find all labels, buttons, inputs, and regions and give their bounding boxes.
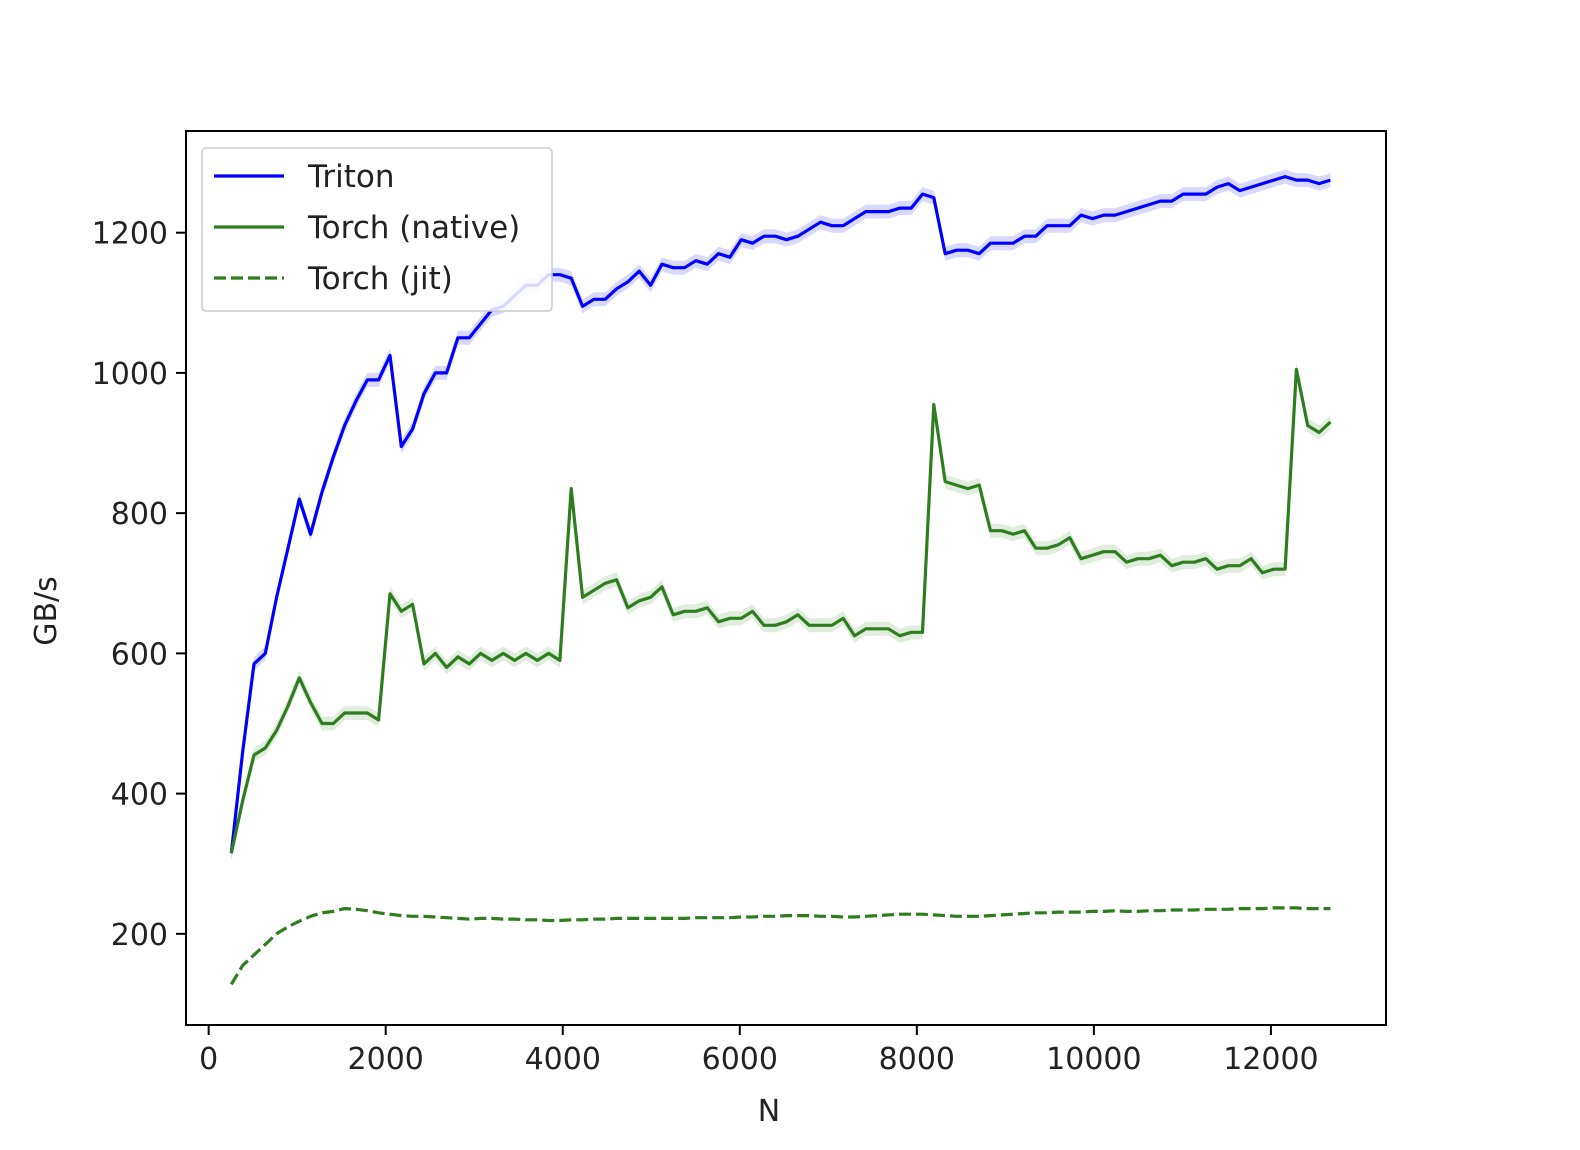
x-axis: 0 2000 4000 6000 8000 10000 12000: [199, 1025, 1319, 1077]
y-axis-label: GB/s: [29, 576, 64, 646]
x-tick-label: 4000: [525, 1042, 601, 1077]
plot-frame: [185, 130, 1387, 1026]
legend-box: [201, 147, 553, 312]
series-line: [229, 906, 1331, 986]
legend-label: Torch (jit): [307, 261, 453, 297]
y-tick-label: 1000: [92, 357, 168, 392]
x-tick-label: 6000: [702, 1042, 778, 1077]
x-tick-label: 2000: [348, 1042, 424, 1077]
x-tick-label: 12000: [1223, 1042, 1318, 1077]
legend: Triton Torch (native) Torch (jit): [201, 147, 553, 312]
y-axis: 200 400 600 800 1000 1200: [92, 217, 186, 953]
x-tick-label: 8000: [879, 1042, 955, 1077]
series-line: [229, 367, 1332, 854]
legend-label: Triton: [307, 159, 395, 195]
chart-marks: [229, 169, 1332, 986]
series-line: [229, 175, 1331, 854]
x-axis-label: N: [758, 1094, 780, 1129]
y-tick-label: 600: [111, 637, 168, 672]
x-tick-label: 0: [199, 1042, 218, 1077]
legend-label: Torch (native): [307, 210, 520, 246]
y-tick-label: 1200: [92, 217, 168, 252]
y-tick-label: 800: [111, 497, 168, 532]
y-tick-label: 200: [111, 918, 168, 953]
y-tick-label: 400: [111, 778, 168, 813]
x-tick-label: 10000: [1046, 1042, 1141, 1077]
